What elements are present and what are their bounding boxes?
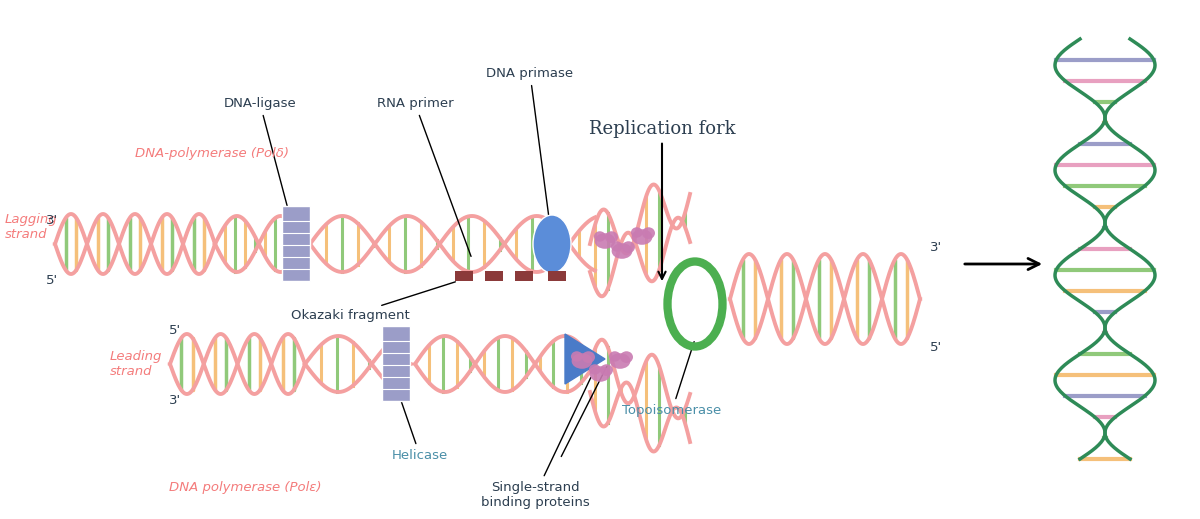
Ellipse shape <box>608 351 620 362</box>
Text: Single-strand
binding proteins: Single-strand binding proteins <box>481 377 590 509</box>
Ellipse shape <box>610 353 630 369</box>
FancyBboxPatch shape <box>515 271 533 281</box>
Text: 5': 5' <box>930 341 942 354</box>
Ellipse shape <box>620 351 634 363</box>
FancyBboxPatch shape <box>485 271 503 281</box>
Text: 3': 3' <box>930 241 942 254</box>
Text: DNA polymerase (Polε): DNA polymerase (Polε) <box>169 481 322 494</box>
Ellipse shape <box>600 364 613 376</box>
Text: 5': 5' <box>46 274 58 287</box>
FancyBboxPatch shape <box>455 271 473 281</box>
Ellipse shape <box>533 215 571 273</box>
Ellipse shape <box>589 364 601 375</box>
Text: RNA primer: RNA primer <box>377 97 472 256</box>
Text: Helicase: Helicase <box>392 392 448 462</box>
Text: DNA-ligase: DNA-ligase <box>223 97 296 240</box>
Ellipse shape <box>571 351 583 362</box>
Ellipse shape <box>631 229 653 245</box>
Text: DNA-polymerase (Polδ): DNA-polymerase (Polδ) <box>136 147 289 160</box>
Text: Topoisomerase: Topoisomerase <box>623 342 721 417</box>
Text: DNA primase: DNA primase <box>486 67 574 238</box>
Ellipse shape <box>594 231 606 242</box>
Text: 3': 3' <box>169 394 181 407</box>
Ellipse shape <box>642 227 655 239</box>
Polygon shape <box>565 334 605 384</box>
Ellipse shape <box>582 351 595 363</box>
Text: 5': 5' <box>169 324 181 337</box>
Text: Replication fork: Replication fork <box>589 120 736 279</box>
FancyBboxPatch shape <box>382 326 410 401</box>
Ellipse shape <box>605 231 618 243</box>
Text: Okazaki fragment: Okazaki fragment <box>290 282 455 322</box>
FancyBboxPatch shape <box>548 271 566 281</box>
Ellipse shape <box>611 241 623 252</box>
FancyBboxPatch shape <box>282 206 310 281</box>
Ellipse shape <box>571 353 593 369</box>
Ellipse shape <box>595 233 616 249</box>
Ellipse shape <box>631 227 643 238</box>
Ellipse shape <box>622 241 635 253</box>
Text: Lagging
strand: Lagging strand <box>5 213 58 241</box>
Text: 3': 3' <box>46 214 58 227</box>
Ellipse shape <box>612 243 632 259</box>
Text: Leading
strand: Leading strand <box>110 350 162 378</box>
Ellipse shape <box>589 366 611 382</box>
